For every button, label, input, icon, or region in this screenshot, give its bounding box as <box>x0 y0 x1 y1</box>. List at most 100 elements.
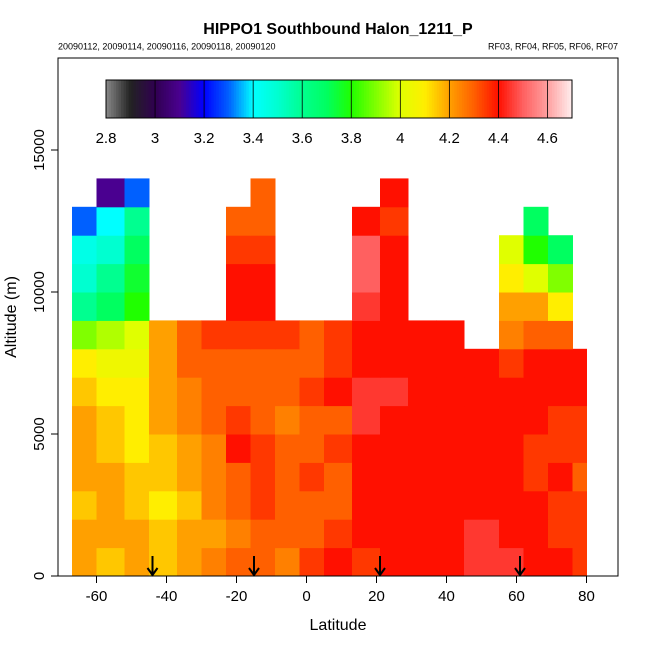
y-axis-label: Altitude (m) <box>3 276 20 358</box>
heatmap-cell <box>177 377 202 407</box>
heatmap-cell <box>523 434 549 463</box>
heatmap-cell <box>548 292 573 321</box>
colorbar-swatch <box>359 80 362 118</box>
colorbar-swatch <box>444 80 448 118</box>
heatmap-cell <box>124 377 150 407</box>
heatmap-cell <box>299 434 325 463</box>
colorbar-swatch <box>489 80 493 118</box>
heatmap-cell <box>523 348 549 378</box>
heatmap-cell <box>149 434 178 463</box>
colorbar-swatch <box>306 80 310 118</box>
heatmap-cell <box>177 547 202 577</box>
heatmap-cell <box>96 462 125 492</box>
colorbar-swatch <box>354 80 357 118</box>
heatmap-cell <box>226 263 251 293</box>
x-tick-label: -20 <box>226 588 248 605</box>
colorbar-swatch <box>171 80 175 118</box>
colorbar-frame <box>105 79 573 119</box>
heatmap-cell <box>436 462 465 492</box>
heatmap-cell <box>250 263 276 293</box>
heatmap-cell <box>548 490 573 520</box>
x-tick-label: -60 <box>86 588 108 605</box>
colorbar-swatch <box>243 80 247 118</box>
heatmap-cell <box>548 547 573 577</box>
heatmap-cell <box>226 206 251 236</box>
heatmap-cell <box>177 462 202 492</box>
colorbar-swatch <box>414 80 418 118</box>
colorbar-swatch <box>151 80 155 118</box>
colorbar-swatch <box>191 80 195 118</box>
heatmap-cell <box>250 206 276 236</box>
colorbar-swatch <box>526 80 530 118</box>
heatmap-cell <box>436 490 465 520</box>
heatmap-cell <box>177 434 202 463</box>
colorbar-swatch <box>551 80 555 118</box>
colorbar-swatch <box>328 80 332 118</box>
colorbar-swatch <box>441 80 445 118</box>
chart-title: HIPPO1 Southbound Halon_1211_P <box>203 21 473 38</box>
heatmap-cell <box>124 547 150 577</box>
heatmap-cell <box>436 519 465 549</box>
heatmap-cell <box>523 292 549 321</box>
heatmap-cell <box>572 490 587 520</box>
heatmap-cell <box>352 377 381 407</box>
colorbar-swatch <box>384 80 388 118</box>
heatmap-cell <box>499 377 524 407</box>
heatmap-cell <box>548 263 573 293</box>
heatmap-cell <box>408 490 437 520</box>
heatmap-cell <box>352 405 381 435</box>
heatmap-cell <box>96 235 125 265</box>
heatmap-cell <box>499 434 524 463</box>
heatmap-cell <box>408 405 437 435</box>
heatmap-cell <box>523 377 549 407</box>
heatmap-cell <box>275 547 300 577</box>
colorbar-swatch <box>361 80 365 118</box>
heatmap-cell <box>572 519 587 549</box>
colorbar-swatch <box>223 80 227 118</box>
heatmap-cell <box>72 320 97 350</box>
heatmap-cell <box>324 519 353 549</box>
colorbar-swatch <box>406 80 410 118</box>
colorbar-swatch <box>459 80 463 118</box>
heatmap-cell <box>226 348 251 378</box>
colorbar-swatch <box>559 80 563 118</box>
heatmap-cell <box>96 263 125 293</box>
heatmap-cell <box>96 405 125 435</box>
heatmap-cell <box>352 490 381 520</box>
heatmap-cell <box>523 263 549 293</box>
colorbar-swatch <box>218 80 222 118</box>
heatmap-cell <box>201 377 227 407</box>
colorbar-swatch <box>486 80 490 118</box>
colorbar-swatch <box>303 80 307 118</box>
heatmap-cell <box>124 348 150 378</box>
colorbar-swatch <box>531 80 535 118</box>
colorbar-swatch <box>341 80 345 118</box>
colorbar-swatch <box>286 80 290 118</box>
heatmap-cell <box>299 405 325 435</box>
colorbar-swatch <box>128 80 132 118</box>
heatmap-cell <box>299 348 325 378</box>
y-tick-label: 5000 <box>31 417 48 450</box>
colorbar-swatch <box>273 80 277 118</box>
heatmap-cell <box>499 235 524 265</box>
heatmap-cell <box>250 348 276 378</box>
heatmap-cell <box>299 490 325 520</box>
colorbar-swatch <box>248 80 252 118</box>
heatmap-cell <box>72 206 97 236</box>
heatmap-cell <box>124 519 150 549</box>
heatmap-cell <box>250 377 276 407</box>
colorbar-swatch <box>108 80 112 118</box>
colorbar-swatch <box>474 80 478 118</box>
colorbar-swatch <box>186 80 190 118</box>
colorbar-swatch <box>369 80 372 118</box>
heatmap-cell <box>523 405 549 435</box>
colorbar-swatch <box>386 80 390 118</box>
colorbar-swatch <box>464 80 468 118</box>
colorbar-swatch <box>268 80 272 118</box>
heatmap-cell <box>124 263 150 293</box>
heatmap-cell <box>275 519 300 549</box>
heatmap-cell <box>299 320 325 350</box>
heatmap-cell <box>250 490 276 520</box>
colorbar-tick-label: 3 <box>151 130 159 147</box>
colorbar-swatch <box>113 80 117 118</box>
